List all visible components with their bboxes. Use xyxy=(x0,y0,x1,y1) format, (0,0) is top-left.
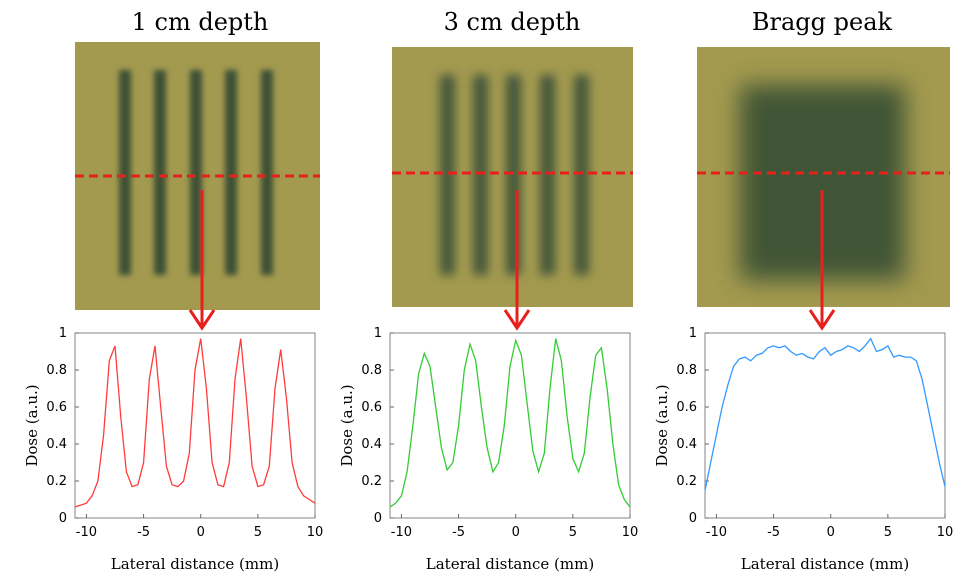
x-tick-label: 10 xyxy=(307,525,324,540)
y-tick-label: 1 xyxy=(59,326,67,341)
x-tick-label: 5 xyxy=(884,525,892,540)
x-tick-label: -10 xyxy=(391,525,412,540)
y-tick-label: 0.2 xyxy=(361,474,382,489)
y-tick-label: 0 xyxy=(689,511,697,526)
x-axis-label: Lateral distance (mm) xyxy=(111,555,279,573)
x-tick-label: -10 xyxy=(706,525,727,540)
y-tick-label: 0.4 xyxy=(676,437,697,452)
x-tick-label: 0 xyxy=(197,525,205,540)
y-tick-label: 0.6 xyxy=(46,400,67,415)
x-tick-label: 10 xyxy=(937,525,954,540)
profile-line xyxy=(704,337,946,491)
y-tick-label: 0.4 xyxy=(46,437,67,452)
plot-frame xyxy=(74,332,316,519)
x-tick-label: -5 xyxy=(767,525,780,540)
y-axis-label: Dose (a.u.) xyxy=(653,384,671,466)
y-tick-label: 0.8 xyxy=(361,363,382,378)
x-axis-label: Lateral distance (mm) xyxy=(741,555,909,573)
chart-title: 1 cm depth xyxy=(132,8,269,36)
y-tick-label: 0 xyxy=(59,511,67,526)
profile-line xyxy=(389,338,631,508)
y-tick-label: 0 xyxy=(374,511,382,526)
film-2 xyxy=(392,47,633,307)
y-tick-label: 1 xyxy=(374,326,382,341)
y-tick-label: 0.4 xyxy=(361,437,382,452)
y-tick-label: 0.6 xyxy=(676,400,697,415)
y-tick-label: 0.8 xyxy=(46,363,67,378)
y-tick-label: 1 xyxy=(689,326,697,341)
chart-title: Bragg peak xyxy=(752,8,893,36)
y-tick-label: 0.2 xyxy=(676,474,697,489)
profile-line xyxy=(74,338,316,508)
y-tick-label: 0.6 xyxy=(361,400,382,415)
x-tick-label: -5 xyxy=(452,525,465,540)
arrows xyxy=(188,190,836,331)
x-tick-label: 0 xyxy=(827,525,835,540)
x-tick-label: -5 xyxy=(137,525,150,540)
x-axis-label: Lateral distance (mm) xyxy=(426,555,594,573)
profile-lines xyxy=(75,171,950,178)
plot-frame xyxy=(704,332,946,519)
y-axis-label: Dose (a.u.) xyxy=(338,384,356,466)
x-tick-label: 5 xyxy=(254,525,262,540)
x-tick-label: 10 xyxy=(622,525,639,540)
plot-frame xyxy=(389,332,631,519)
x-tick-label: 0 xyxy=(512,525,520,540)
chart-title: 3 cm depth xyxy=(444,8,581,36)
x-tick-label: -10 xyxy=(76,525,97,540)
y-axis-label: Dose (a.u.) xyxy=(23,384,41,466)
y-tick-label: 0.8 xyxy=(676,363,697,378)
y-tick-label: 0.2 xyxy=(46,474,67,489)
x-tick-label: 5 xyxy=(569,525,577,540)
